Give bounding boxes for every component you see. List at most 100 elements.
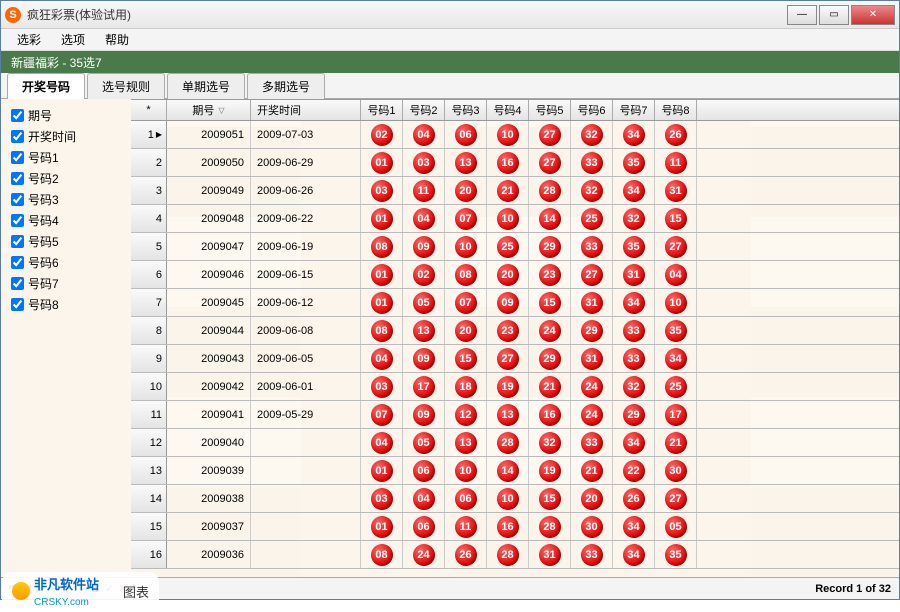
filter-check-2[interactable]: 号码1: [11, 147, 121, 168]
filter-check-7[interactable]: 号码6: [11, 252, 121, 273]
header-rownum[interactable]: *: [131, 100, 167, 120]
table-row[interactable]: 720090452009-06-120105070915313410: [131, 289, 899, 317]
filter-check-4[interactable]: 号码3: [11, 189, 121, 210]
grid-body[interactable]: 120090512009-07-030204061027323426220090…: [131, 121, 899, 577]
table-row[interactable]: 820090442009-06-080813202324293335: [131, 317, 899, 345]
table-row[interactable]: 920090432009-06-050409152729313334: [131, 345, 899, 373]
cell-ball-2: 05: [403, 289, 445, 316]
header-num-4[interactable]: 号码4: [487, 100, 529, 120]
cell-ball-3: 15: [445, 345, 487, 372]
filter-checkbox-7[interactable]: [11, 256, 24, 269]
cell-ball-3: 11: [445, 513, 487, 540]
lottery-ball: 27: [539, 124, 561, 146]
cell-ball-5: 24: [529, 317, 571, 344]
lottery-ball: 24: [581, 376, 603, 398]
menu-item-0[interactable]: 选彩: [7, 29, 51, 50]
filter-check-5[interactable]: 号码4: [11, 210, 121, 231]
filter-checkbox-2[interactable]: [11, 151, 24, 164]
filter-checkbox-5[interactable]: [11, 214, 24, 227]
filter-checkbox-9[interactable]: [11, 298, 24, 311]
header-num-5[interactable]: 号码5: [529, 100, 571, 120]
cell-ball-8: 21: [655, 429, 697, 456]
table-row[interactable]: 1120090412009-05-290709121316242917: [131, 401, 899, 429]
header-num-7[interactable]: 号码7: [613, 100, 655, 120]
cell-period: 2009050: [167, 149, 251, 176]
lottery-ball: 29: [623, 404, 645, 426]
cell-ball-5: 16: [529, 401, 571, 428]
filter-checkbox-3[interactable]: [11, 172, 24, 185]
lottery-ball: 31: [665, 180, 687, 202]
filter-check-8[interactable]: 号码7: [11, 273, 121, 294]
header-num-6[interactable]: 号码6: [571, 100, 613, 120]
tab-2[interactable]: 单期选号: [167, 73, 245, 99]
menu-item-1[interactable]: 选项: [51, 29, 95, 50]
table-row[interactable]: 1020090422009-06-010317181921243225: [131, 373, 899, 401]
cell-ball-5: 27: [529, 121, 571, 148]
cell-ball-4: 20: [487, 261, 529, 288]
lottery-ball: 28: [497, 544, 519, 566]
lottery-ball: 24: [581, 404, 603, 426]
table-row[interactable]: 120090512009-07-030204061027323426: [131, 121, 899, 149]
table-row[interactable]: 1320090390106101419212230: [131, 457, 899, 485]
table-row[interactable]: 620090462009-06-150102082023273104: [131, 261, 899, 289]
table-row[interactable]: 520090472009-06-190809102529333527: [131, 233, 899, 261]
minimize-button[interactable]: —: [787, 5, 817, 25]
lottery-ball: 03: [413, 152, 435, 174]
cell-ball-3: 10: [445, 457, 487, 484]
filter-checkbox-4[interactable]: [11, 193, 24, 206]
table-row[interactable]: 1220090400405132832333421: [131, 429, 899, 457]
lottery-ball: 35: [665, 544, 687, 566]
header-num-8[interactable]: 号码8: [655, 100, 697, 120]
header-date[interactable]: 开奖时间: [251, 100, 361, 120]
lottery-ball: 13: [455, 152, 477, 174]
header-num-1[interactable]: 号码1: [361, 100, 403, 120]
close-button[interactable]: ✕: [851, 5, 895, 25]
table-row[interactable]: 220090502009-06-290103131627333511: [131, 149, 899, 177]
table-row[interactable]: 320090492009-06-260311202128323431: [131, 177, 899, 205]
cell-date: 2009-06-19: [251, 233, 361, 260]
lottery-ball: 32: [539, 432, 561, 454]
filter-check-1[interactable]: 开奖时间: [11, 126, 121, 147]
cell-date: 2009-06-05: [251, 345, 361, 372]
cell-ball-1: 04: [361, 345, 403, 372]
filter-checkbox-1[interactable]: [11, 130, 24, 143]
table-row[interactable]: 1420090380304061015202627: [131, 485, 899, 513]
lottery-ball: 28: [539, 516, 561, 538]
cell-ball-6: 33: [571, 541, 613, 568]
tab-3[interactable]: 多期选号: [247, 73, 325, 99]
cell-ball-2: 04: [403, 121, 445, 148]
filter-checkbox-8[interactable]: [11, 277, 24, 290]
lottery-ball: 25: [665, 376, 687, 398]
lottery-ball: 16: [497, 516, 519, 538]
menu-item-2[interactable]: 帮助: [95, 29, 139, 50]
filter-check-0[interactable]: 期号: [11, 105, 121, 126]
cell-ball-3: 06: [445, 485, 487, 512]
lottery-ball: 16: [497, 152, 519, 174]
filter-check-3[interactable]: 号码2: [11, 168, 121, 189]
table-row[interactable]: 1520090370106111628303405: [131, 513, 899, 541]
cell-period: 2009045: [167, 289, 251, 316]
filter-label-5: 号码4: [28, 212, 59, 229]
lottery-ball: 29: [539, 348, 561, 370]
header-period[interactable]: 期号 ▽: [167, 100, 251, 120]
maximize-button[interactable]: ▭: [819, 5, 849, 25]
cell-ball-7: 29: [613, 401, 655, 428]
filter-check-9[interactable]: 号码8: [11, 294, 121, 315]
table-row[interactable]: 1620090360824262831333435: [131, 541, 899, 569]
lottery-ball: 02: [371, 124, 393, 146]
filter-checkbox-0[interactable]: [11, 109, 24, 122]
tab-1[interactable]: 选号规则: [87, 73, 165, 99]
cell-ball-1: 01: [361, 149, 403, 176]
tab-0[interactable]: 开奖号码: [7, 73, 85, 99]
filter-checkbox-6[interactable]: [11, 235, 24, 248]
header-period-label: 期号: [192, 102, 214, 118]
cell-ball-2: 09: [403, 345, 445, 372]
table-row[interactable]: 420090482009-06-220104071014253215: [131, 205, 899, 233]
header-num-3[interactable]: 号码3: [445, 100, 487, 120]
cell-ball-2: 17: [403, 373, 445, 400]
lottery-ball: 33: [581, 432, 603, 454]
cell-ball-1: 07: [361, 401, 403, 428]
filter-check-6[interactable]: 号码5: [11, 231, 121, 252]
cell-ball-1: 01: [361, 289, 403, 316]
header-num-2[interactable]: 号码2: [403, 100, 445, 120]
